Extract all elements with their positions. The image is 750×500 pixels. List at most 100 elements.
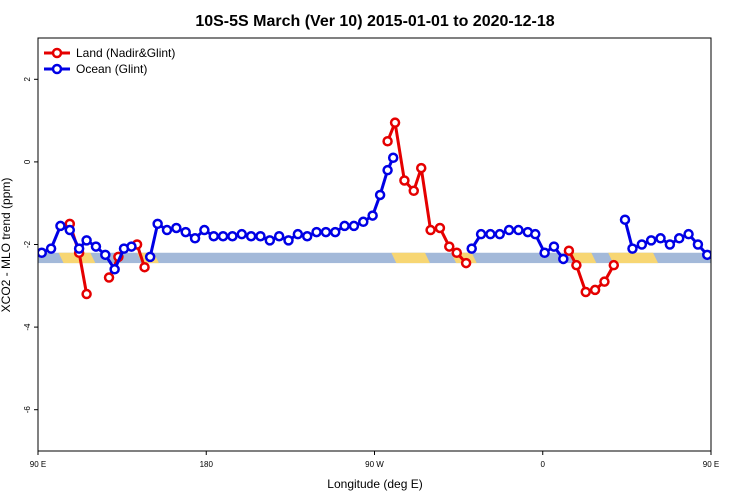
series-layer (38, 117, 749, 300)
data-point (90, 241, 102, 252)
data-point (283, 235, 294, 246)
data-point (451, 247, 463, 259)
data-point (255, 230, 266, 242)
data-point (217, 230, 229, 242)
data-point (627, 243, 638, 254)
y-tick-label: -6 (23, 406, 32, 414)
legend-ocean-marker (51, 63, 63, 75)
x-tick-label: 90 E (30, 460, 46, 469)
data-point (702, 249, 711, 261)
data-point (503, 224, 515, 236)
x-tick-label: 90 W (365, 460, 384, 469)
data-point (55, 220, 66, 232)
data-point (236, 228, 248, 240)
data-point (548, 241, 560, 252)
y-axis-label: XCO2 - MLO trend (ppm) (0, 178, 13, 313)
data-point (589, 284, 601, 296)
series-line (386, 121, 468, 265)
data-point (387, 152, 399, 164)
data-point (81, 235, 92, 246)
data-point (539, 247, 550, 259)
data-point (81, 288, 92, 300)
data-point (73, 243, 85, 254)
data-point (692, 239, 704, 250)
data-point (571, 259, 582, 271)
y-tick-label: 2 (23, 77, 32, 82)
data-point (722, 249, 730, 257)
data-point (245, 230, 257, 242)
data-point (408, 185, 420, 197)
data-point (358, 216, 369, 228)
data-point (311, 226, 322, 238)
data-point (580, 286, 591, 298)
data-point (273, 230, 285, 242)
land-band-segment (608, 252, 659, 264)
data-point (475, 228, 487, 240)
data-point (608, 259, 620, 271)
data-point (109, 264, 120, 275)
data-point (329, 226, 341, 238)
data-point (485, 228, 496, 240)
data-point (126, 241, 137, 252)
data-point (320, 226, 332, 238)
data-point (713, 245, 721, 253)
data-point (152, 218, 163, 230)
data-point (619, 214, 631, 225)
data-point (415, 162, 427, 174)
data-point (139, 261, 150, 273)
data-point (389, 117, 401, 128)
data-point (729, 243, 737, 251)
data-point (513, 224, 524, 236)
x-tick-label: 180 (200, 460, 214, 469)
chart-title: 10S-5S March (Ver 10) 2015-01-01 to 2020… (195, 13, 554, 30)
data-point (599, 276, 610, 287)
x-tick-label: 90 E (703, 460, 719, 469)
data-point (199, 224, 210, 236)
y-axis: 2 0 -2 -4 -6 (23, 77, 38, 414)
x-tick-label: 0 (541, 460, 546, 469)
data-point (382, 164, 393, 176)
x-axis-label: Longitude (deg E) (327, 477, 422, 491)
data-point (171, 222, 182, 234)
data-point (348, 220, 360, 232)
data-point (739, 222, 747, 230)
data-point (655, 233, 666, 244)
y-tick-label: -2 (23, 240, 32, 248)
data-point (683, 228, 694, 240)
data-point (494, 228, 506, 240)
data-point (144, 251, 156, 263)
data-point (673, 233, 685, 244)
data-point (189, 233, 201, 244)
data-point (301, 230, 313, 242)
y-tick-label: 0 (23, 159, 32, 164)
data-point (636, 239, 648, 250)
data-point (382, 136, 393, 147)
data-point (425, 224, 436, 236)
ocean-band (38, 252, 711, 264)
data-point (664, 239, 676, 250)
series-land (64, 117, 749, 300)
data-point (45, 243, 57, 254)
surface-type-band (38, 252, 711, 264)
land-band-segment (391, 252, 430, 264)
data-point (530, 228, 541, 240)
data-point (374, 189, 386, 201)
data-point (444, 241, 455, 252)
data-point (645, 235, 657, 246)
x-axis: 90 E 180 90 W 0 90 E (30, 451, 719, 469)
data-point (367, 210, 378, 221)
data-point (292, 228, 304, 240)
legend-land-label: Land (Nadir&Glint) (76, 46, 175, 60)
data-point (741, 251, 749, 259)
data-point (399, 175, 410, 186)
data-point (103, 272, 115, 283)
data-point (227, 230, 238, 242)
land-band-segment (58, 252, 96, 264)
y-tick-label: -4 (23, 323, 32, 331)
data-point (735, 220, 743, 228)
data-point (264, 235, 276, 246)
data-point (434, 222, 446, 234)
data-point (466, 243, 477, 254)
legend-ocean-label: Ocean (Glint) (76, 62, 147, 76)
